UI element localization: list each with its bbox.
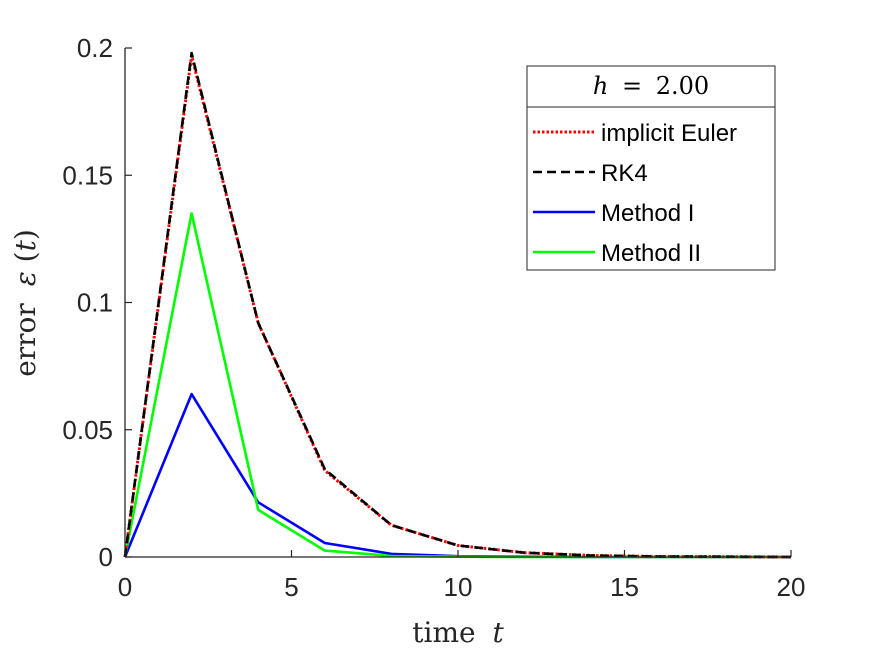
legend-label: Method I bbox=[601, 200, 694, 227]
legend: h = 2.00 implicit Euler RK4 Method I Method… bbox=[526, 65, 776, 271]
x-axis-label: time t bbox=[412, 616, 504, 649]
x-tick-label: 0 bbox=[118, 572, 132, 602]
y-axis-label-close-paren: ) bbox=[9, 229, 42, 240]
legend-entries: implicit Euler RK4 Method I Method II bbox=[533, 120, 737, 267]
legend-label: implicit Euler bbox=[601, 120, 737, 147]
y-tick-label: 0.15 bbox=[62, 160, 113, 190]
legend-label: Method II bbox=[601, 240, 701, 267]
y-axis-label-arg: t bbox=[9, 239, 42, 251]
x-tick-label: 10 bbox=[444, 572, 473, 602]
x-tick-label: 15 bbox=[610, 572, 639, 602]
y-tick-label: 0.05 bbox=[62, 415, 113, 445]
legend-box bbox=[526, 65, 776, 271]
x-axis-label-var: t bbox=[492, 616, 504, 649]
y-axis-label-symbol: ε bbox=[9, 271, 42, 286]
legend-label: RK4 bbox=[601, 160, 648, 187]
y-ticks: 0 0.05 0.1 0.15 0.2 bbox=[62, 33, 132, 572]
y-axis-label-open-paren: ( bbox=[9, 251, 42, 262]
series-line-rk4 bbox=[123, 51, 792, 559]
y-axis-label-prefix: error bbox=[9, 303, 42, 377]
x-ticks: 0 5 10 15 20 bbox=[118, 550, 806, 602]
y-tick-label: 0.2 bbox=[77, 33, 113, 63]
legend-title-value: 2.00 bbox=[656, 72, 709, 100]
x-tick-label: 5 bbox=[284, 572, 298, 602]
legend-title-var: h bbox=[593, 72, 608, 100]
y-tick-label: 0 bbox=[99, 542, 113, 572]
legend-title-equals: = bbox=[622, 72, 642, 100]
y-tick-label: 0.1 bbox=[77, 288, 113, 318]
x-axis-label-prefix: time bbox=[412, 616, 475, 649]
legend-title: h = 2.00 bbox=[593, 72, 709, 100]
y-axis-label: error ε (t) bbox=[9, 229, 42, 377]
x-tick-label: 20 bbox=[777, 572, 806, 602]
